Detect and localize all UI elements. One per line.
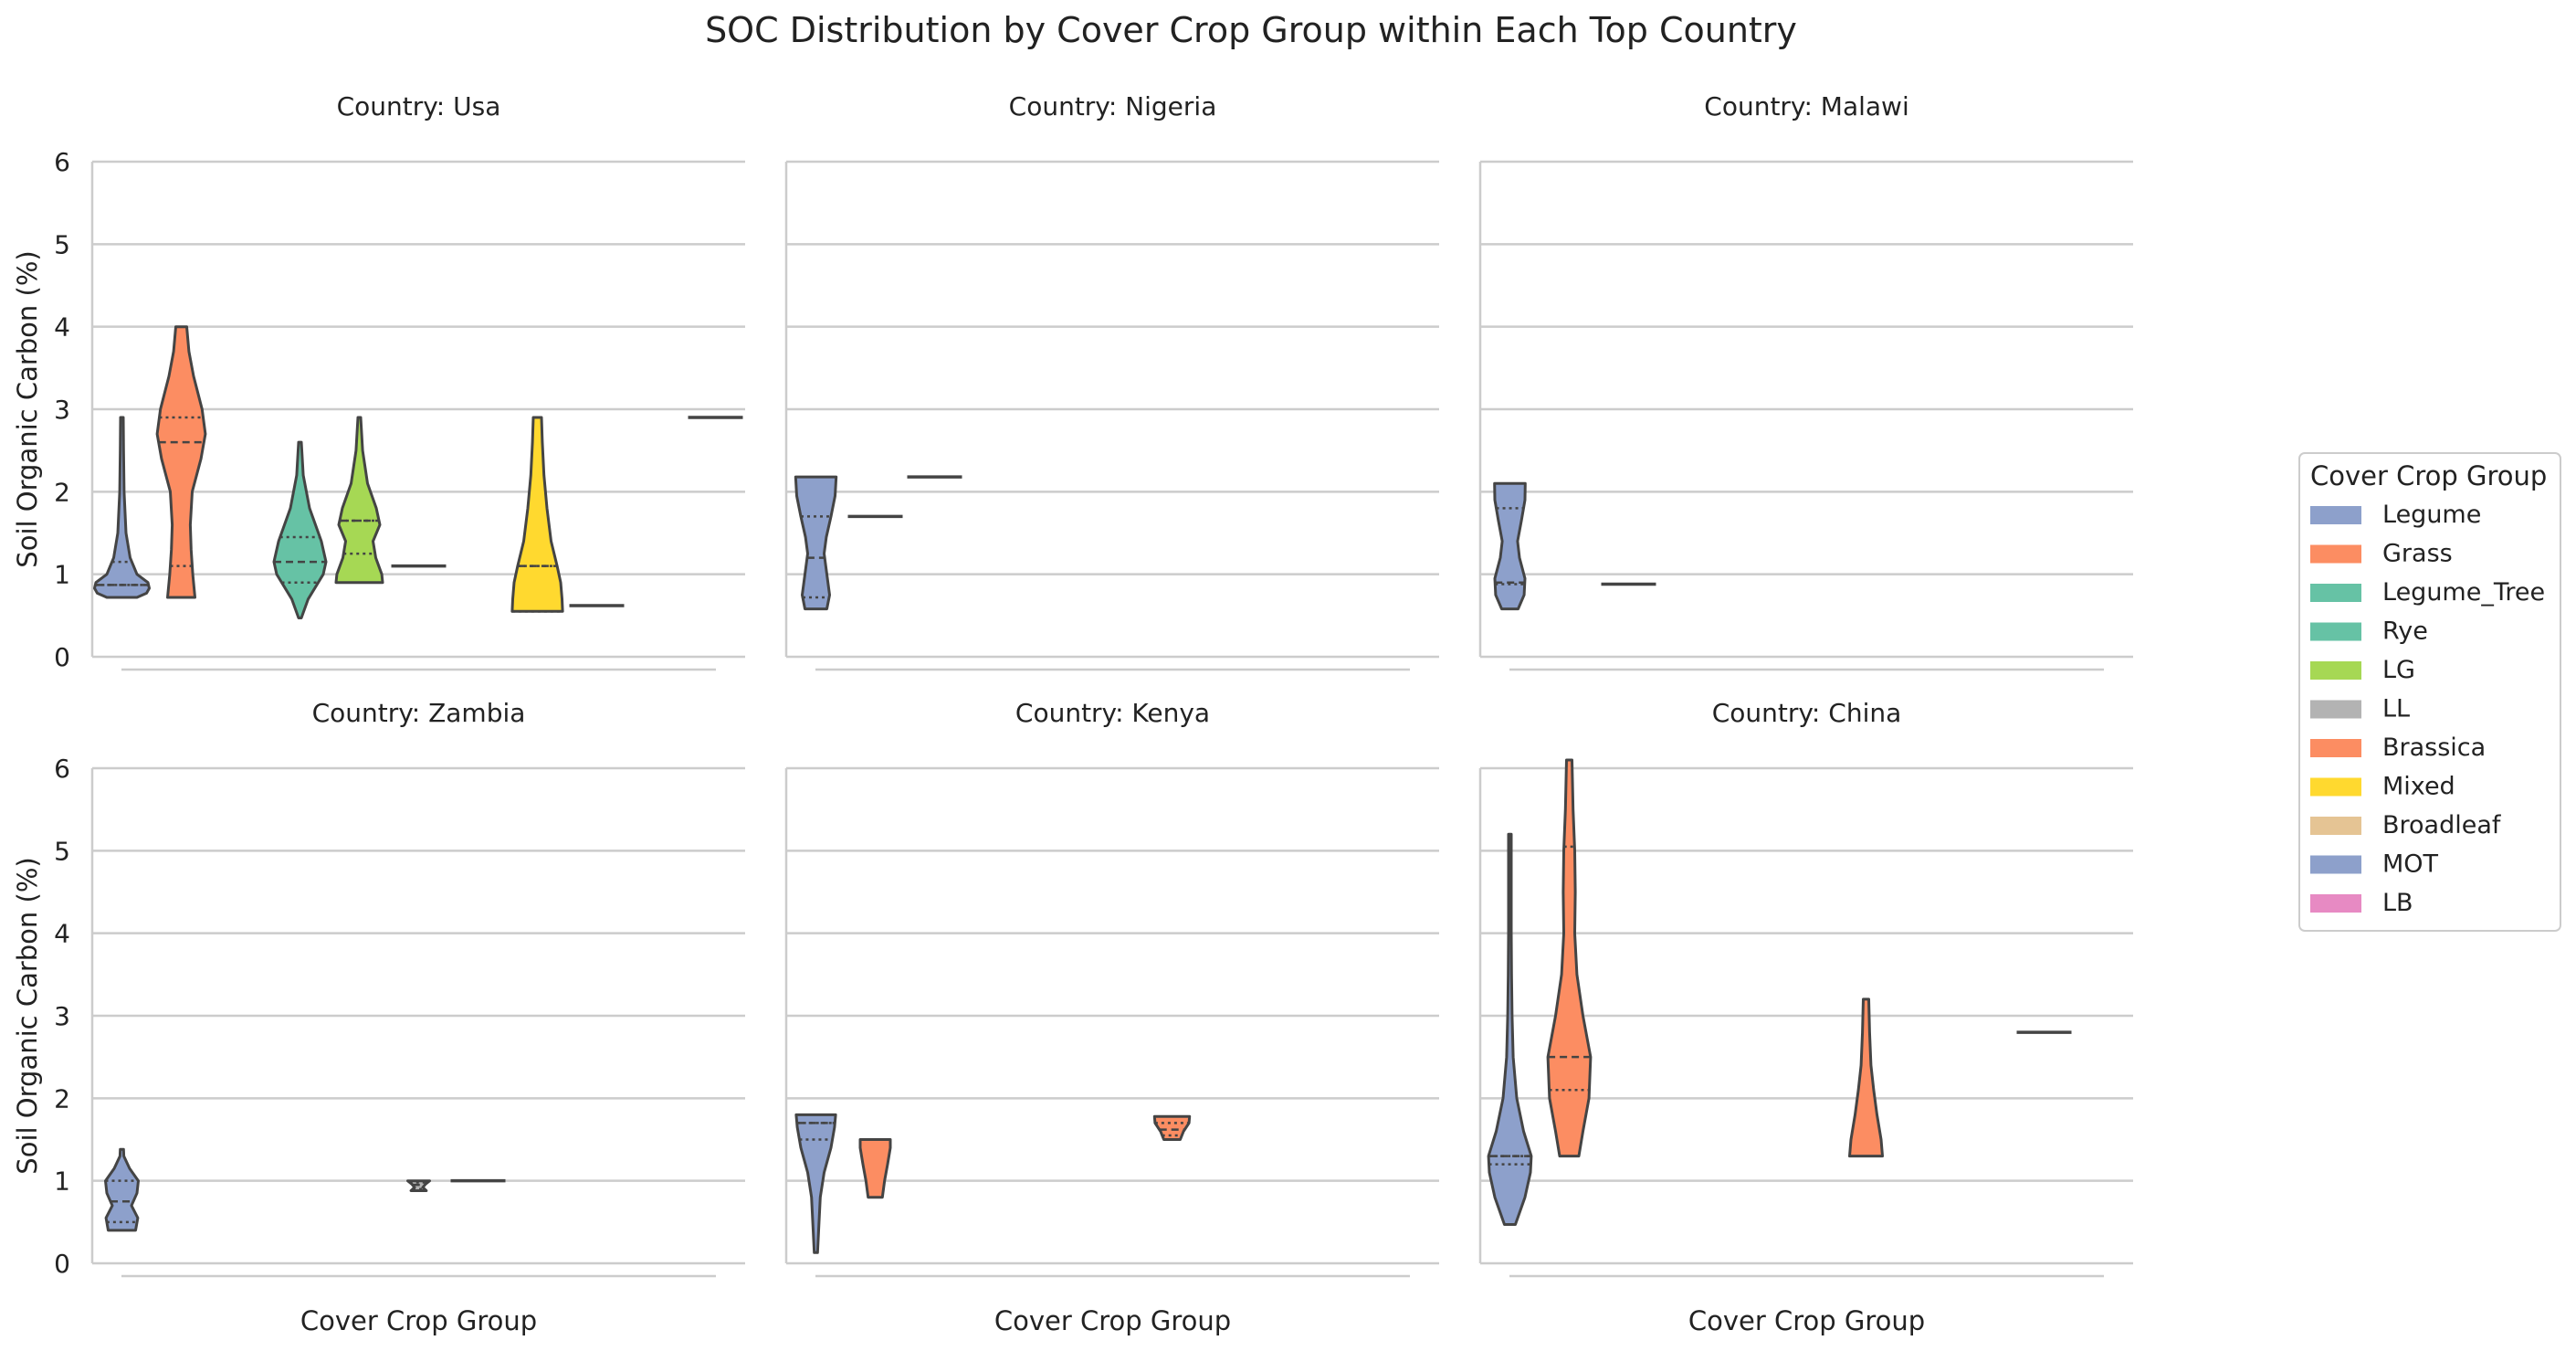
legend-swatch [2310,584,2361,602]
legend-swatch [2310,544,2361,564]
y-tick-label: 2 [54,477,70,507]
panel-title: Country: Zambia [312,698,526,728]
violin-rye [272,440,328,619]
x-axis-label: Cover Crop Group [300,1305,537,1336]
violin-body [104,1147,140,1232]
violin-body [794,475,838,611]
chart-title: SOC Distribution by Cover Crop Group wit… [705,10,1797,50]
violin-body [510,416,564,613]
legend-entry-label: LL [2382,695,2410,723]
y-axis-label: Soil Organic Carbon (%) [12,250,43,567]
violin-grass [1546,758,1593,1158]
violin-mixed [510,416,564,613]
legend-entry-label: LB [2382,889,2413,917]
violin-body [334,416,384,585]
violin-body [272,440,328,619]
legend-swatch [2310,894,2361,913]
legend-entry-label: Grass [2382,540,2453,568]
violin-body [1493,481,1527,611]
legend-swatch [2310,855,2361,874]
y-tick-label: 6 [54,754,70,784]
violin-body [93,416,151,599]
violin-legume [794,475,838,611]
y-tick-label: 1 [54,1166,70,1197]
violin-body [155,325,207,599]
violin-legume [794,1113,837,1254]
legend-swatch [2310,661,2361,680]
subplot-panel: Country: China Cover Crop Group [1478,698,2133,1336]
y-tick-label: 3 [54,395,70,425]
legend-swatch [2310,777,2361,797]
legend-entry-label: Rye [2382,617,2428,646]
legend-entry-label: LG [2382,656,2415,684]
x-axis-label: Cover Crop Group [994,1305,1231,1336]
y-tick-label: 2 [54,1083,70,1114]
panel-title: Country: China [1712,698,1902,728]
violin-grass [858,1138,892,1199]
legend-swatch [2310,506,2361,524]
legend-entry-label: Legume_Tree [2382,578,2545,607]
y-tick-label: 0 [54,642,70,672]
panel-title: Country: Usa [337,91,501,121]
legend-title: Cover Crop Group [2310,460,2547,491]
violin-body [1152,1114,1192,1141]
legend-entry-label: Broadleaf [2382,811,2502,839]
panel-title: Country: Kenya [1015,698,1210,728]
violin-grass [155,325,207,599]
x-axis-label: Cover Crop Group [1688,1305,1925,1336]
subplot-panel: Country: Zambia 0 1 2 3 4 5 6 Soil Organic Carbo… [12,698,745,1336]
violin-lg [334,416,384,585]
violin-legume [1487,832,1533,1226]
violin-brassica [1848,997,1884,1158]
violin-body [858,1138,892,1199]
y-axis-label: Soil Organic Carbon (%) [12,857,43,1174]
y-tick-label: 4 [54,312,70,343]
y-tick-label: 3 [54,1001,70,1031]
legend-entry-label: Legume [2382,501,2481,529]
y-tick-label: 5 [54,229,70,259]
subplot-panel: Country: Kenya Cover Crop Group [784,698,1439,1336]
legend-swatch [2310,622,2361,641]
violin-body [1848,997,1884,1158]
y-tick-label: 0 [54,1249,70,1279]
legend-swatch [2310,739,2361,757]
legend-entry-label: Mixed [2382,773,2455,801]
subplot-panel: Country: Nigeria [784,91,1439,671]
violin-legume [93,416,151,599]
y-tick-label: 5 [54,836,70,866]
panel-title: Country: Nigeria [1009,91,1217,121]
panel-title: Country: Malawi [1704,91,1908,121]
violin-body [1487,832,1533,1226]
legend-entry-label: Brassica [2382,734,2486,762]
violin-body [1546,758,1593,1158]
legend-swatch [2310,700,2361,719]
subplot-panel: Country: Malawi [1478,91,2133,671]
violin-brassica [1152,1114,1192,1141]
y-tick-label: 4 [54,919,70,949]
violin-body [794,1113,837,1254]
violin-legume [1493,481,1527,611]
violin-legume [104,1147,140,1232]
y-tick-label: 1 [54,560,70,590]
violin-ll [406,1179,431,1192]
legend-swatch [2310,817,2361,835]
legend: Cover Crop Group Legume Grass Legume_Tree R… [2298,452,2561,932]
legend-entry-label: MOT [2382,850,2439,879]
subplot-panel: Country: Usa 0 1 2 3 4 5 6 Soil Organic Carbon (… [12,91,745,672]
legend-frame [2298,452,2561,932]
y-tick-label: 6 [54,147,70,177]
